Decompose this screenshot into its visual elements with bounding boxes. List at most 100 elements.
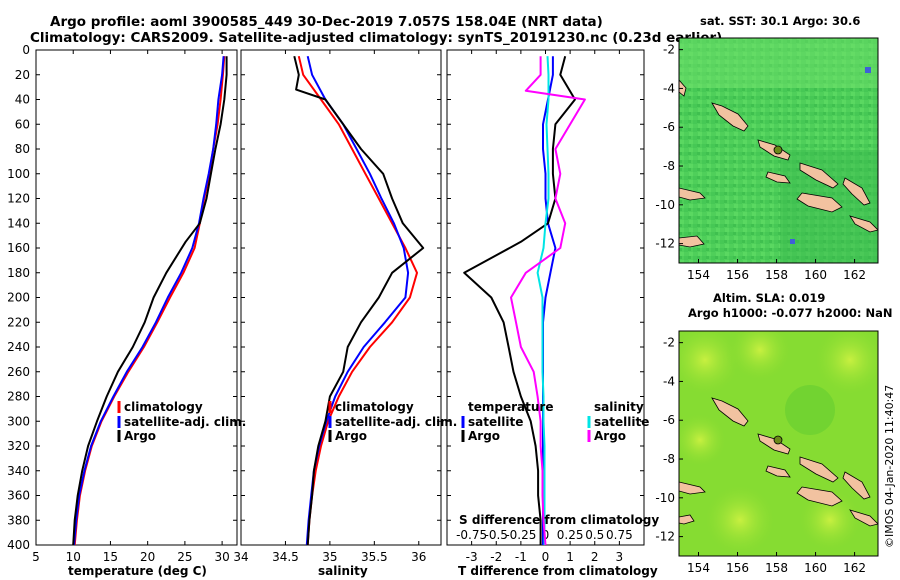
difference-xlabel: T difference from climatology (458, 564, 658, 578)
series-line-satellite-adj-clim (305, 55, 410, 546)
map-x-tick-label: 158 (765, 561, 788, 575)
legend-t-argo: Argo (468, 429, 500, 443)
x-tick-label: 20 (140, 550, 155, 564)
legend-s-argo: Argo (594, 429, 626, 443)
series-line-argo (72, 56, 228, 546)
x-tick-label: -3 (466, 550, 478, 564)
island-bougainville (711, 397, 749, 427)
map-x-tick-label: 158 (765, 268, 788, 282)
top-x-tick-label: 0.25 (557, 528, 584, 542)
y-tick-label: 160 (7, 241, 30, 255)
map-x-tick-label: 156 (726, 561, 749, 575)
sla-high-6 (795, 485, 865, 555)
difference-legend: temperature satellite Argo salinity sate… (461, 400, 649, 443)
island-png-south (679, 235, 705, 248)
legend-argo: Argo (335, 429, 367, 443)
x-tick-label: 34 (233, 550, 248, 564)
temperature-plot: 5 10 15 20 25 30 (32, 49, 237, 564)
x-tick-label: 3 (616, 550, 624, 564)
y-tick-label: 380 (7, 513, 30, 527)
difference-top-xlabel: S difference from climatology (459, 513, 659, 527)
map-x-tick-label: 154 (687, 268, 710, 282)
x-tick-label: 35 (322, 550, 337, 564)
island-santa-isabel (799, 456, 839, 483)
argo-float-marker (773, 145, 783, 155)
argo-float-marker (773, 435, 783, 445)
y-tick-label: 220 (7, 315, 30, 329)
salinity-xlabel: salinity (318, 564, 368, 578)
title-line-1: Argo profile: aoml 3900585_449 30-Dec-20… (50, 14, 603, 30)
series-line-s-argo (510, 56, 586, 546)
island-malaita (842, 471, 871, 500)
series-line-s-satellite (536, 56, 550, 545)
y-tick-label: 300 (7, 414, 30, 428)
temperature-xlabel: temperature (deg C) (68, 564, 207, 578)
credit: ©IMOS 04-Jan-2020 11:40:47 (883, 385, 896, 548)
x-tick-label: 0 (542, 550, 550, 564)
sla-map-ticks: 154 156 158 160 162 -2 -4 -6 -8 -10 -12 (655, 336, 866, 575)
series-line-climatology (297, 55, 418, 546)
island-png-south (679, 514, 695, 525)
series-line-t-argo (463, 55, 576, 545)
depth-tick-labels: 0 20 40 60 80 100 120 140 160 180 200 220 240 260 280 3… (7, 43, 30, 552)
map-x-tick-label: 162 (843, 268, 866, 282)
map-y-tick-label: -8 (663, 159, 675, 173)
map-y-tick-label: -8 (663, 452, 675, 466)
y-tick-label: 140 (7, 216, 30, 230)
map-y-tick-label: -4 (663, 374, 675, 388)
y-tick-label: 340 (7, 464, 30, 478)
legend-temperature: temperature (468, 400, 553, 414)
map-y-tick-label: -12 (655, 237, 675, 251)
y-tick-label: 320 (7, 439, 30, 453)
x-tick-label: -1 (515, 550, 527, 564)
map-x-tick-label: 154 (687, 561, 710, 575)
sst-map (679, 38, 878, 263)
series-line-satellite-adj-clim (73, 56, 225, 546)
map-x-tick-label: 160 (804, 561, 827, 575)
sla-high-5 (700, 480, 780, 556)
map-x-tick-label: 162 (843, 561, 866, 575)
island-new-georgia (765, 465, 791, 478)
x-tick-label: 15 (103, 550, 118, 564)
island-santa-isabel (799, 162, 839, 189)
legend-satellite: satellite-adj. clim. (124, 415, 246, 429)
y-tick-label: 120 (7, 192, 30, 206)
top-x-tick-label: 0.5 (585, 528, 604, 542)
map-y-tick-label: -6 (663, 120, 675, 134)
sla-high-2 (725, 331, 795, 385)
island-malaita (842, 177, 871, 206)
sst-map-title: sat. SST: 30.1 Argo: 30.6 (700, 14, 860, 28)
map-x-tick-label: 160 (804, 268, 827, 282)
sst-map-frame (678, 37, 879, 264)
legend-salinity: salinity (594, 400, 644, 414)
island-new-georgia (765, 171, 791, 184)
map-y-tick-label: -10 (655, 491, 675, 505)
island-png-coast (679, 481, 706, 495)
sst-map-ticks: 154 156 158 160 162 -2 -4 -6 -8 -10 -12 (655, 43, 866, 282)
y-tick-label: 360 (7, 489, 30, 503)
y-tick-label: 400 (7, 538, 30, 552)
x-tick-label: 30 (214, 550, 229, 564)
top-x-tick-label: -0.25 (505, 528, 536, 542)
y-tick-label: 40 (15, 93, 30, 107)
island-makira (849, 509, 878, 527)
x-tick-label: 35.5 (361, 550, 388, 564)
map-y-tick-label: -6 (663, 413, 675, 427)
map-y-tick-label: -4 (663, 81, 675, 95)
map-y-tick-label: -2 (663, 43, 675, 57)
y-tick-label: 20 (15, 68, 30, 82)
island-bougainville (711, 102, 749, 132)
map-x-tick-label: 156 (726, 268, 749, 282)
legend-t-satellite: satellite (468, 415, 523, 429)
legend-climatology: climatology (335, 400, 414, 414)
top-x-tick-label: -0.5 (485, 528, 508, 542)
sla-islands (679, 397, 878, 527)
difference-plot: -3 -2 -1 0 1 2 3-0.75-0.5-0.25 0 0.25 0.5 0.75 (447, 49, 644, 564)
series-line-t-satellite (542, 56, 557, 545)
sst-cold-pixel-2 (790, 239, 795, 244)
legend-s-satellite: satellite (594, 415, 649, 429)
y-tick-label: 280 (7, 390, 30, 404)
temperature-panel-frame (35, 49, 238, 546)
legend-satellite: satellite-adj. clim. (335, 415, 457, 429)
